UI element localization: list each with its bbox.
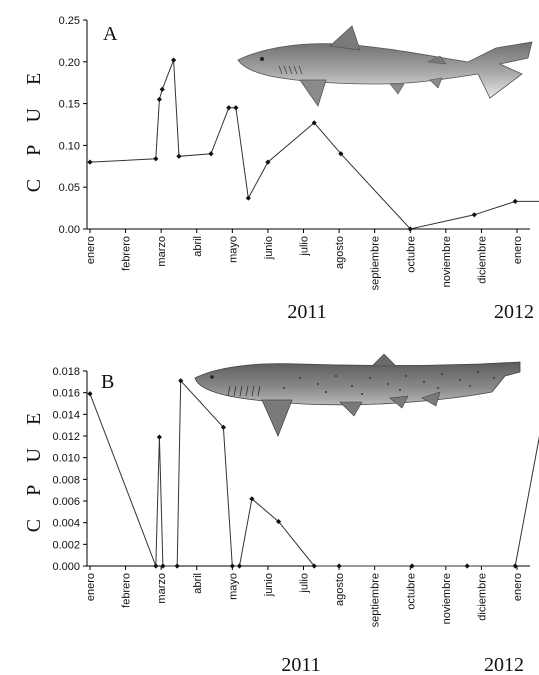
- month-label: octubre: [405, 573, 417, 610]
- y-tick-label: 0.25: [59, 15, 80, 27]
- y-tick-label: 0.014: [52, 409, 80, 421]
- data-point: [407, 226, 413, 232]
- chart-panel-a: C P U E A 0.00 0.05 0.10 0.15 0.20 0.25 enero f…: [23, 15, 539, 290]
- month-label: agosto: [334, 573, 346, 606]
- data-point: [471, 212, 477, 218]
- month-label: septiembre: [370, 236, 382, 290]
- data-point: [153, 156, 159, 162]
- data-point: [338, 151, 344, 157]
- data-point: [160, 563, 166, 569]
- data-point: [512, 563, 518, 569]
- month-label: febrero: [121, 573, 133, 608]
- y-tick-label: 0.20: [59, 57, 80, 69]
- year-label-b-2012: 2012: [484, 654, 524, 675]
- y-tick-label: 0.10: [59, 140, 80, 152]
- y-tick-label: 0.018: [52, 366, 80, 378]
- panel-label: A: [103, 23, 118, 45]
- month-label: mayo: [227, 573, 239, 600]
- data-point: [311, 563, 317, 569]
- data-point: [87, 159, 93, 165]
- data-point: [464, 563, 470, 569]
- month-label: abril: [192, 236, 204, 257]
- month-label: noviembre: [441, 236, 453, 287]
- data-point: [153, 563, 159, 569]
- data-point: [245, 195, 251, 201]
- year-label-b-2011: 2011: [281, 654, 320, 675]
- month-label: julio: [299, 573, 311, 594]
- month-label: abril: [192, 573, 204, 594]
- month-label: enero: [512, 573, 524, 601]
- month-label: agosto: [334, 236, 346, 269]
- month-label: junio: [263, 573, 275, 597]
- month-label: noviembre: [441, 573, 453, 624]
- data-point: [336, 563, 342, 569]
- month-label: septiembre: [370, 573, 382, 627]
- y-tick-label: 0.00: [59, 224, 80, 236]
- data-point: [87, 391, 93, 397]
- y-tick-label: 0.05: [59, 182, 80, 194]
- data-point: [233, 105, 239, 111]
- y-tick-label: 0.008: [52, 474, 80, 486]
- y-axis-label: C P U E: [23, 404, 45, 532]
- month-label: diciembre: [476, 573, 488, 621]
- data-point: [229, 563, 235, 569]
- y-tick-label: 0.006: [52, 496, 80, 508]
- data-point: [249, 496, 255, 502]
- data-point: [159, 86, 165, 92]
- data-point: [171, 57, 177, 63]
- shark-illustration-spotted: [194, 353, 521, 438]
- data-point: [178, 378, 184, 384]
- month-label: junio: [263, 236, 275, 260]
- month-label: julio: [299, 236, 311, 257]
- month-label: diciembre: [476, 236, 488, 284]
- month-label: enero: [85, 236, 97, 264]
- y-tick-label: 0.016: [52, 388, 80, 400]
- month-label: enero: [85, 573, 97, 601]
- data-point: [236, 563, 243, 569]
- y-tick-label: 0.000: [52, 561, 80, 573]
- y-tick-label: 0.012: [52, 431, 80, 443]
- chart-panel-b: C P U E B 0.000 0.002 0.004 0.006 0.008 0.010…: [23, 353, 539, 627]
- month-label: octubre: [405, 236, 417, 273]
- series-line: [89, 379, 539, 567]
- data-point: [208, 151, 214, 157]
- year-label-a-2011: 2011: [287, 301, 326, 323]
- y-tick-label: 0.002: [52, 539, 80, 551]
- panel-label: B: [101, 371, 114, 393]
- data-point: [156, 434, 162, 440]
- data-point: [156, 96, 162, 103]
- data-point: [176, 153, 182, 159]
- data-point: [275, 518, 282, 525]
- y-axis-label: C P U E: [23, 64, 45, 192]
- shark-illustration-grey: [237, 25, 533, 107]
- y-tick-label: 0.010: [52, 453, 80, 465]
- data-point: [512, 198, 518, 205]
- y-tick-label: 0.004: [52, 518, 80, 530]
- month-label: enero: [512, 236, 524, 264]
- month-label: febrero: [121, 236, 133, 271]
- month-label: mayo: [227, 236, 239, 263]
- data-point: [409, 563, 415, 569]
- y-tick-label: 0.15: [59, 99, 80, 111]
- year-label-a-2012: 2012: [494, 301, 534, 323]
- data-point: [311, 120, 317, 126]
- data-point: [220, 424, 227, 430]
- data-point: [226, 105, 232, 111]
- month-label: marzo: [156, 236, 168, 267]
- month-label: marzo: [156, 573, 168, 604]
- data-point: [174, 563, 180, 569]
- data-point: [265, 159, 271, 165]
